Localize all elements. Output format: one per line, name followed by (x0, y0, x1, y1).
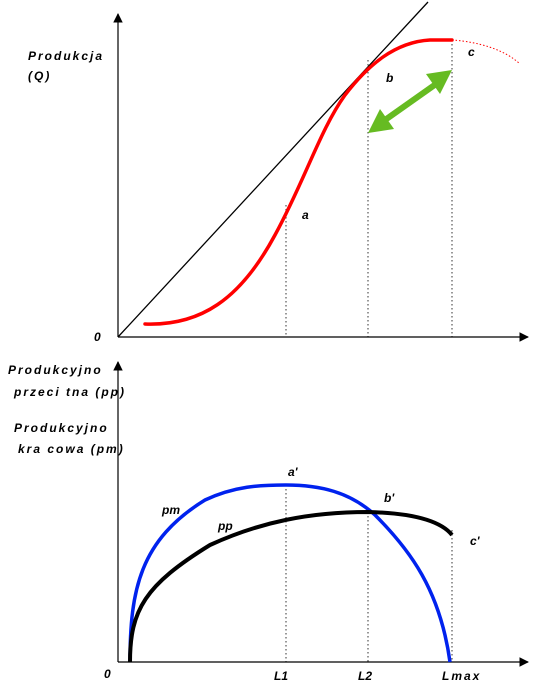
x-tick-Lmax: Lmax (442, 669, 481, 683)
bottom-y-axis-label-pm-line1: Produkcyjno (14, 421, 109, 435)
curve-pm-label: pm (161, 503, 180, 517)
tangent-ray-line (117, 1, 429, 338)
bottom-y-axis-label-pp-line2: przeci tna (pp) (13, 385, 126, 399)
point-a-label: a (302, 208, 309, 222)
total-product-curve-extension (451, 39, 521, 65)
top-panel: Produkcja (Q) 0 a b c (28, 1, 529, 344)
bottom-y-axis-label-pm-line2: kra cowa (pm) (18, 442, 125, 456)
average-product-curve (128, 509, 454, 663)
top-y-axis-label-line2: (Q) (28, 69, 51, 83)
x-tick-L2: L2 (358, 669, 372, 683)
bottom-origin-label: 0 (104, 667, 111, 681)
x-tick-L1: L1 (274, 669, 288, 683)
marginal-product-curve (128, 483, 452, 663)
point-c-label: c (468, 45, 475, 59)
point-b-label: b (386, 71, 393, 85)
point-c-prime-label: c' (470, 534, 481, 548)
top-origin-label: 0 (94, 330, 101, 344)
double-arrow (368, 70, 452, 133)
point-a-prime-label: a' (288, 465, 299, 479)
point-b-prime-label: b' (384, 491, 395, 505)
bottom-panel: Produkcyjno przeci tna (pp) Produkcyjno … (8, 361, 529, 683)
top-y-axis-label-line1: Produkcja (28, 49, 104, 63)
bottom-y-axis-label-pp-line1: Produkcyjno (8, 363, 103, 377)
curve-pp-label: pp (217, 519, 233, 533)
total-product-curve (143, 38, 454, 326)
